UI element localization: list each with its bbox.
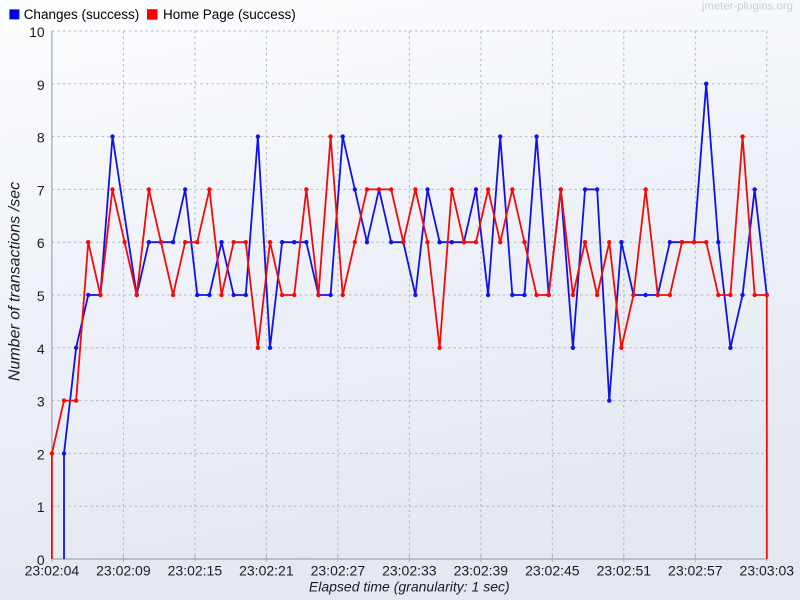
svg-text:7: 7	[37, 182, 45, 198]
svg-text:9: 9	[37, 77, 45, 93]
svg-text:23:02:09: 23:02:09	[96, 563, 151, 579]
svg-text:23:02:21: 23:02:21	[239, 563, 294, 579]
svg-text:Home Page (success): Home Page (success)	[163, 7, 296, 22]
svg-text:23:02:45: 23:02:45	[525, 563, 580, 579]
svg-text:0: 0	[37, 552, 45, 568]
svg-text:Elapsed time (granularity: 1 s: Elapsed time (granularity: 1 sec)	[309, 579, 510, 595]
svg-text:23:02:57: 23:02:57	[668, 563, 723, 579]
svg-text:23:02:51: 23:02:51	[597, 563, 652, 579]
svg-text:23:02:39: 23:02:39	[454, 563, 509, 579]
svg-text:2: 2	[37, 446, 45, 462]
svg-text:10: 10	[29, 24, 45, 40]
svg-text:Changes (success): Changes (success)	[24, 7, 140, 22]
svg-text:23:03:03: 23:03:03	[740, 563, 795, 579]
svg-text:3: 3	[37, 394, 45, 410]
svg-text:5: 5	[37, 288, 45, 304]
svg-text:Number of transactions /sec: Number of transactions /sec	[7, 182, 24, 381]
svg-text:6: 6	[37, 235, 45, 251]
svg-text:1: 1	[37, 499, 45, 515]
svg-text:23:02:27: 23:02:27	[311, 563, 366, 579]
svg-text:4: 4	[37, 341, 45, 357]
svg-text:23:02:04: 23:02:04	[25, 563, 80, 579]
svg-text:8: 8	[37, 130, 45, 146]
svg-text:23:02:33: 23:02:33	[382, 563, 437, 579]
svg-text:jmeter-plugins.org: jmeter-plugins.org	[701, 1, 793, 13]
svg-text:23:02:15: 23:02:15	[168, 563, 223, 579]
